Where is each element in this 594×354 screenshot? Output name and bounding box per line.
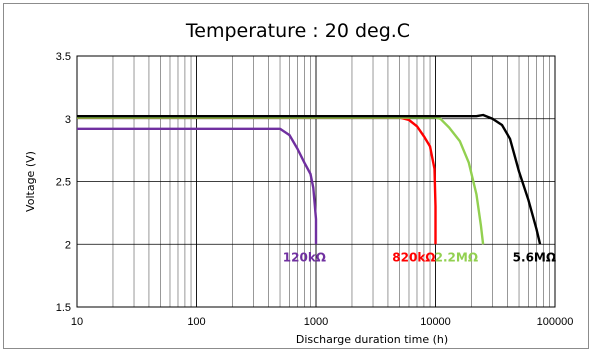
y-tick-label: 3.5 (56, 51, 71, 63)
series-line (77, 116, 437, 245)
y-axis-label: Voltage (V) (24, 151, 37, 212)
x-axis-label: Discharge duration time (h) (296, 333, 448, 346)
series-label: 5.6MΩ (513, 250, 556, 264)
chart-svg: Temperature : 20 deg.C 1.5 2 2.5 3 3.5 10 100… (24, 20, 573, 346)
series-label: 120kΩ (283, 250, 326, 264)
series-lines (77, 113, 542, 245)
y-tick-label: 1.5 (56, 302, 71, 314)
x-tick-label: 100000 (537, 316, 574, 328)
series-line (77, 113, 542, 245)
x-tick-labels: 10 100 1000 10000 100000 (71, 316, 573, 328)
plot-area (76, 55, 556, 308)
series-line (77, 116, 485, 245)
x-tick-label: 10 (71, 316, 83, 328)
chart-frame: Temperature : 20 deg.C 1.5 2 2.5 3 3.5 10 100… (3, 3, 589, 349)
series-line (77, 127, 318, 245)
x-tick-label: 10000 (420, 316, 451, 328)
y-tick-label: 3 (65, 114, 71, 126)
x-tick-label: 1000 (304, 316, 328, 328)
series-label: 2.2MΩ (435, 250, 478, 264)
y-tick-label: 2 (65, 239, 71, 251)
series-labels: 120kΩ 820kΩ 2.2MΩ 5.6MΩ (283, 250, 556, 264)
x-tick-label: 100 (187, 316, 205, 328)
series-label: 820kΩ (392, 250, 435, 264)
y-tick-labels: 1.5 2 2.5 3 3.5 (56, 51, 71, 314)
chart-title: Temperature : 20 deg.C (185, 20, 410, 42)
y-tick-label: 2.5 (56, 177, 71, 189)
grid-lines (77, 56, 555, 307)
